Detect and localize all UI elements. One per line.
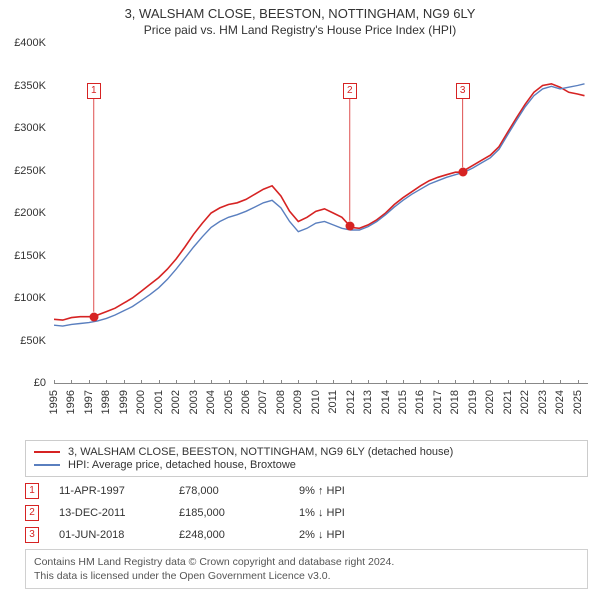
x-tick-label: 2003 bbox=[188, 390, 200, 414]
legend-row: 3, WALSHAM CLOSE, BEESTON, NOTTINGHAM, N… bbox=[34, 446, 579, 458]
legend-label: 3, WALSHAM CLOSE, BEESTON, NOTTINGHAM, N… bbox=[68, 446, 453, 458]
legend: 3, WALSHAM CLOSE, BEESTON, NOTTINGHAM, N… bbox=[25, 440, 588, 477]
x-tick-label: 2024 bbox=[554, 390, 566, 414]
x-tick-label: 2022 bbox=[519, 390, 531, 414]
event-row: 2 13-DEC-2011 £185,000 1% ↓ HPI bbox=[25, 505, 588, 521]
x-tick-label: 1997 bbox=[83, 390, 95, 414]
x-tick-label: 2017 bbox=[432, 390, 444, 414]
y-tick-label: £0 bbox=[34, 377, 46, 389]
x-tick-label: 2008 bbox=[275, 390, 287, 414]
y-tick-label: £350K bbox=[14, 80, 46, 92]
footnote-line: Contains HM Land Registry data © Crown c… bbox=[34, 555, 579, 569]
event-hpi-delta: 1% ↓ HPI bbox=[299, 507, 409, 519]
price-marker bbox=[458, 168, 467, 177]
footnote-line: This data is licensed under the Open Gov… bbox=[34, 569, 579, 583]
x-tick-label: 2011 bbox=[327, 390, 339, 414]
event-marker-box: 1 bbox=[25, 483, 39, 499]
y-tick-label: £400K bbox=[14, 37, 46, 49]
x-tick-label: 2023 bbox=[537, 390, 549, 414]
event-price: £185,000 bbox=[179, 507, 299, 519]
x-tick-label: 2013 bbox=[362, 390, 374, 414]
x-tick-label: 2016 bbox=[414, 390, 426, 414]
x-tick-label: 2014 bbox=[380, 390, 392, 414]
x-tick-label: 2012 bbox=[345, 390, 357, 414]
price-marker-label: 1 bbox=[87, 83, 101, 99]
event-marker-box: 2 bbox=[25, 505, 39, 521]
y-tick-label: £200K bbox=[14, 207, 46, 219]
x-tick-label: 2006 bbox=[240, 390, 252, 414]
x-tick-label: 1999 bbox=[118, 390, 130, 414]
y-axis: £0£50K£100K£150K£200K£250K£300K£350K£400… bbox=[0, 43, 50, 383]
event-price: £248,000 bbox=[179, 529, 299, 541]
chart-title-line2: Price paid vs. HM Land Registry's House … bbox=[0, 23, 600, 37]
footnote: Contains HM Land Registry data © Crown c… bbox=[25, 549, 588, 589]
event-date: 13-DEC-2011 bbox=[59, 507, 179, 519]
event-row: 1 11-APR-1997 £78,000 9% ↑ HPI bbox=[25, 483, 588, 499]
x-tick-label: 2002 bbox=[170, 390, 182, 414]
y-tick-label: £100K bbox=[14, 292, 46, 304]
x-tick-label: 1996 bbox=[65, 390, 77, 414]
x-tick-label: 2007 bbox=[257, 390, 269, 414]
x-axis: 1995199619971998199920002001200220032004… bbox=[54, 384, 588, 430]
plot-area: £0£50K£100K£150K£200K£250K£300K£350K£400… bbox=[54, 43, 588, 384]
legend-row: HPI: Average price, detached house, Brox… bbox=[34, 459, 579, 471]
y-tick-label: £150K bbox=[14, 250, 46, 262]
x-tick-label: 2025 bbox=[572, 390, 584, 414]
event-date: 01-JUN-2018 bbox=[59, 529, 179, 541]
x-tick-label: 2004 bbox=[205, 390, 217, 414]
price-marker-label: 2 bbox=[343, 83, 357, 99]
event-date: 11-APR-1997 bbox=[59, 485, 179, 497]
y-tick-label: £250K bbox=[14, 165, 46, 177]
x-tick-label: 2009 bbox=[292, 390, 304, 414]
event-hpi-delta: 2% ↓ HPI bbox=[299, 529, 409, 541]
chart-title-line1: 3, WALSHAM CLOSE, BEESTON, NOTTINGHAM, N… bbox=[0, 6, 600, 21]
price-marker-label: 3 bbox=[456, 83, 470, 99]
x-tick-label: 1998 bbox=[100, 390, 112, 414]
legend-label: HPI: Average price, detached house, Brox… bbox=[68, 459, 296, 471]
event-row: 3 01-JUN-2018 £248,000 2% ↓ HPI bbox=[25, 527, 588, 543]
series-line-hpi bbox=[54, 84, 585, 326]
chart-container: 3, WALSHAM CLOSE, BEESTON, NOTTINGHAM, N… bbox=[0, 6, 600, 589]
event-hpi-delta: 9% ↑ HPI bbox=[299, 485, 409, 497]
price-marker bbox=[89, 312, 98, 321]
x-tick-label: 2010 bbox=[310, 390, 322, 414]
y-tick-label: £300K bbox=[14, 122, 46, 134]
legend-swatch-property bbox=[34, 451, 60, 453]
x-tick-label: 2018 bbox=[449, 390, 461, 414]
x-tick-label: 2000 bbox=[135, 390, 147, 414]
x-tick-label: 2019 bbox=[467, 390, 479, 414]
event-price: £78,000 bbox=[179, 485, 299, 497]
price-marker bbox=[345, 221, 354, 230]
x-tick-label: 2021 bbox=[502, 390, 514, 414]
series-line-property bbox=[54, 84, 585, 320]
x-tick-label: 2015 bbox=[397, 390, 409, 414]
event-marker-box: 3 bbox=[25, 527, 39, 543]
x-tick-label: 2001 bbox=[153, 390, 165, 414]
events-table: 1 11-APR-1997 £78,000 9% ↑ HPI 2 13-DEC-… bbox=[25, 483, 588, 543]
x-tick-label: 1995 bbox=[48, 390, 60, 414]
legend-swatch-hpi bbox=[34, 464, 60, 466]
chart-lines-svg bbox=[54, 43, 588, 383]
x-tick-label: 2020 bbox=[484, 390, 496, 414]
x-tick-label: 2005 bbox=[223, 390, 235, 414]
y-tick-label: £50K bbox=[20, 335, 46, 347]
